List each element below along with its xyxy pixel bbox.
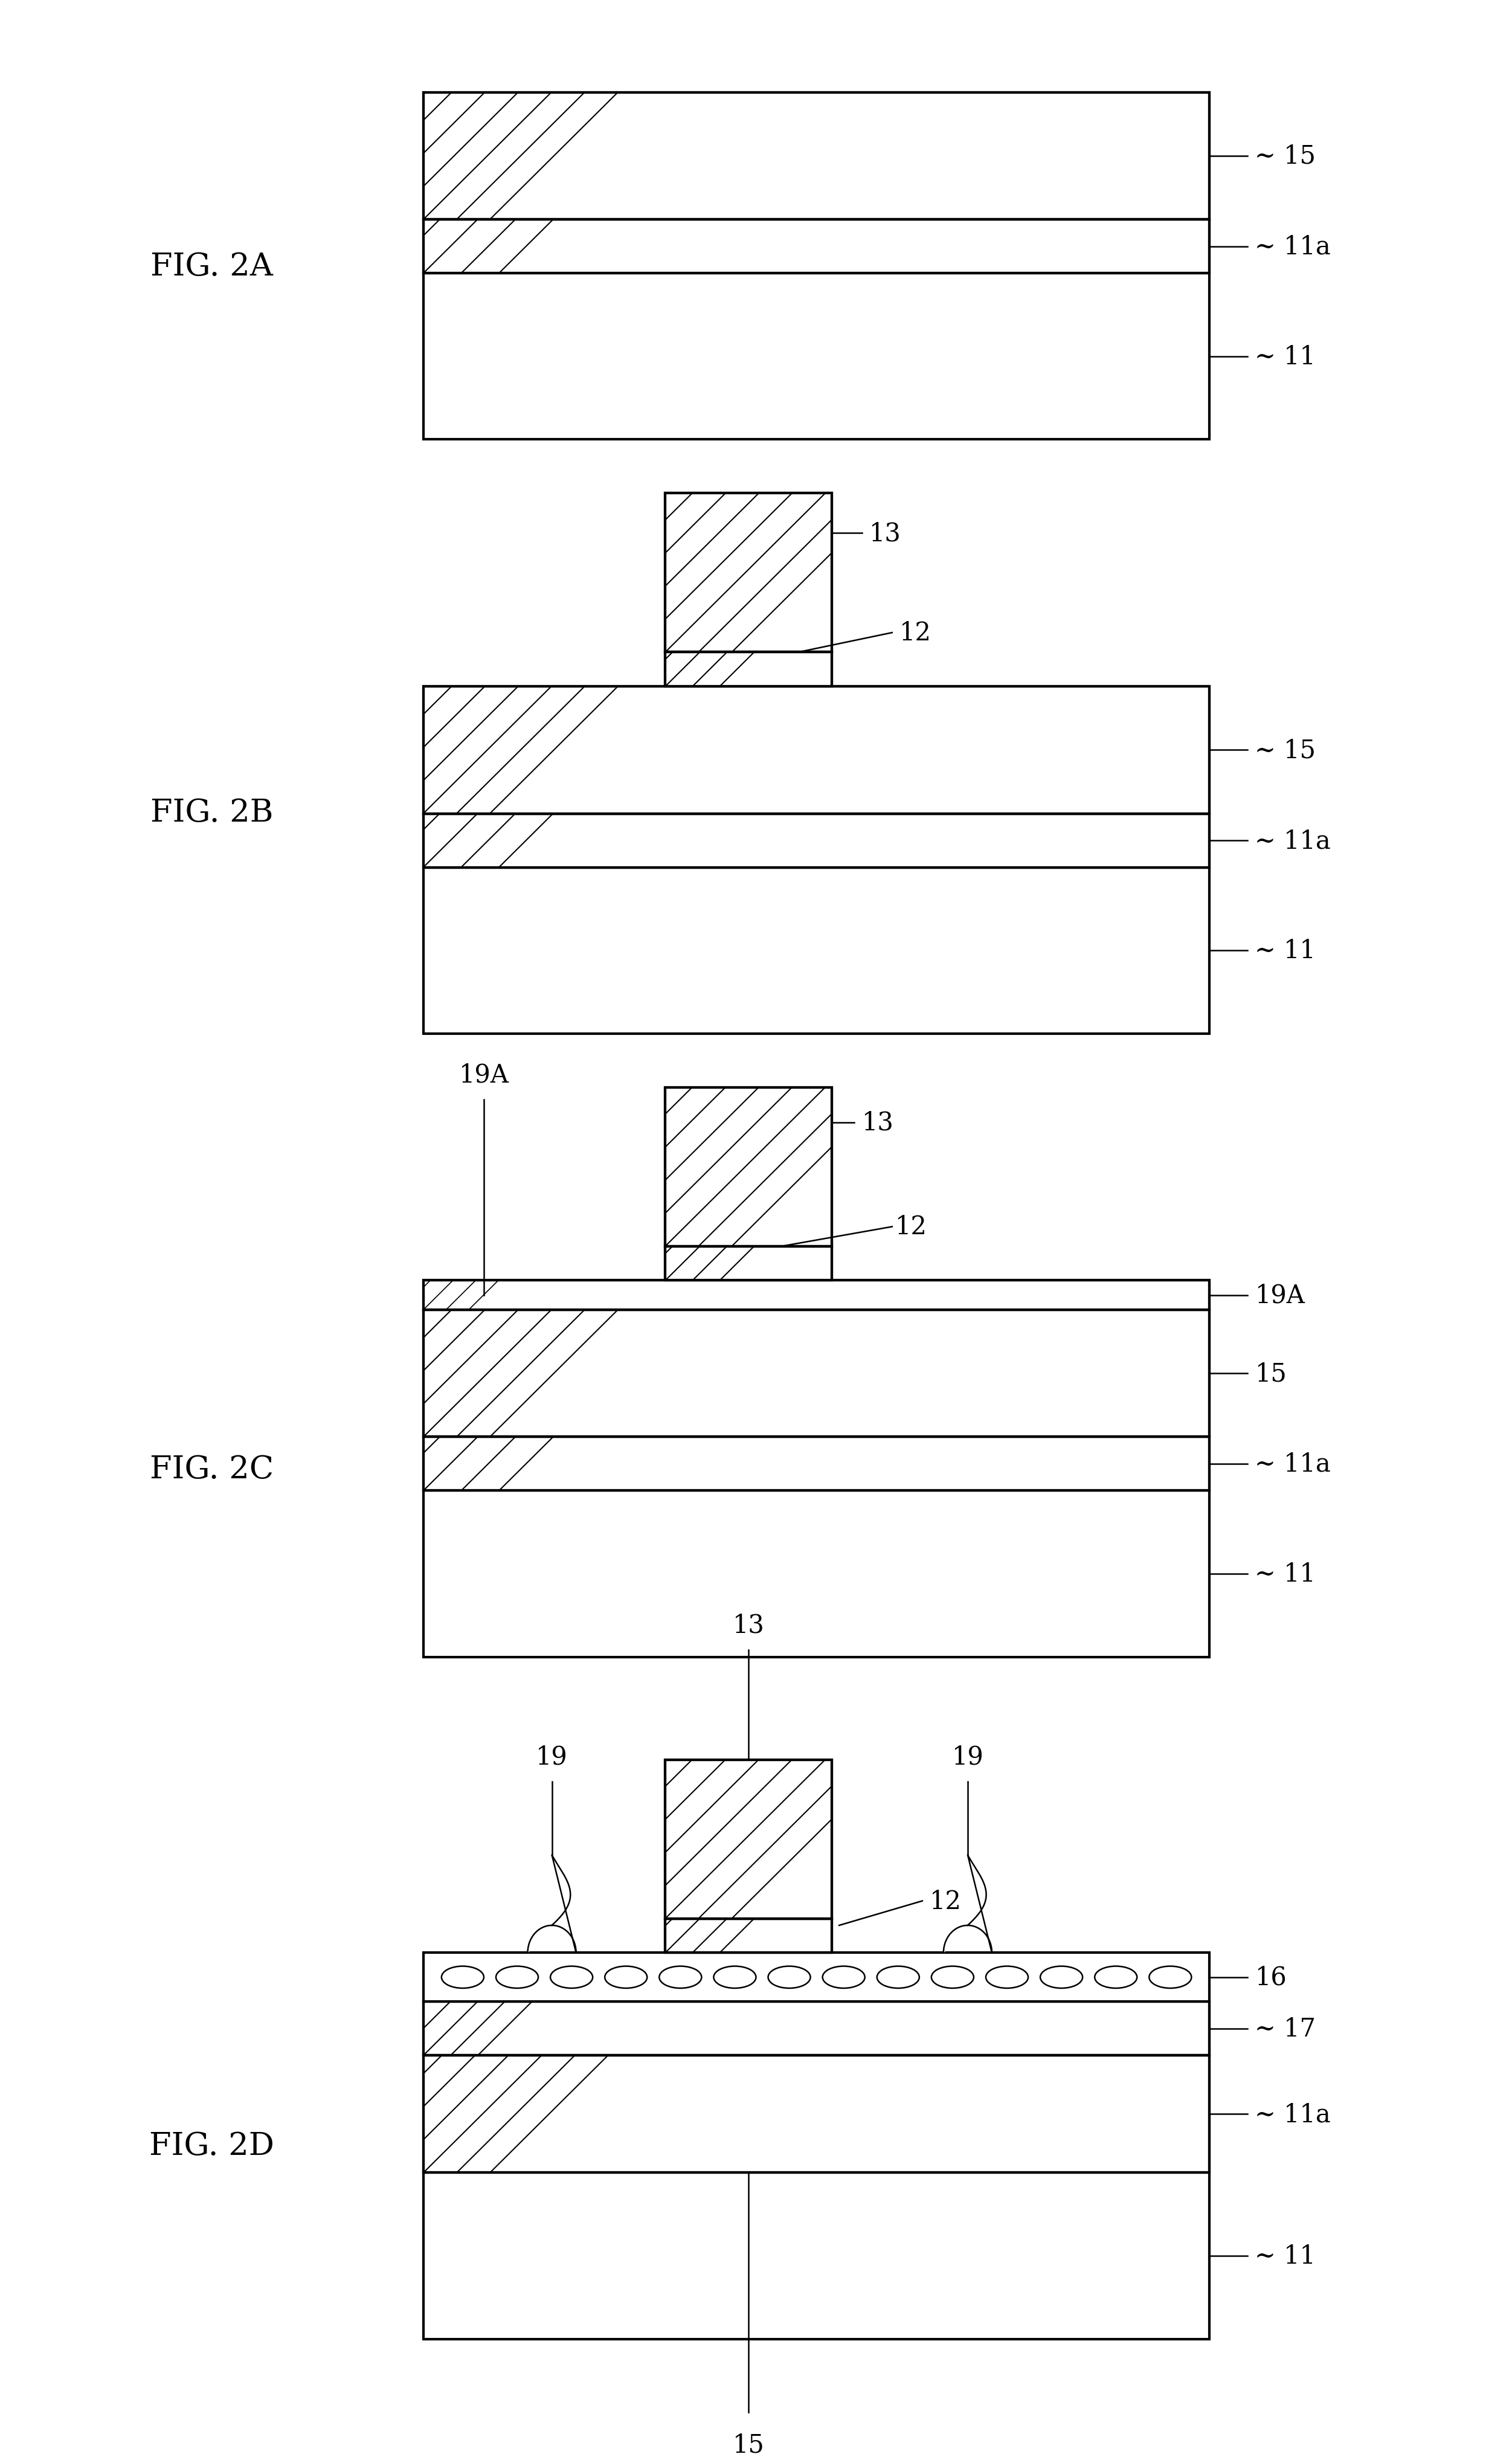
Bar [423, 93, 1210, 219]
Bar [665, 1087, 832, 1247]
Text: 12: 12 [930, 1889, 962, 1914]
Text: ~ 11a: ~ 11a [1255, 1451, 1331, 1476]
Ellipse shape [877, 1966, 919, 1988]
Bar [423, 2057, 1210, 2172]
Text: 12: 12 [895, 1215, 927, 1240]
Bar [423, 93, 1210, 219]
Text: 12: 12 [900, 620, 931, 645]
Bar [423, 1953, 1210, 2002]
Text: ~ 17: ~ 17 [1255, 2015, 1315, 2042]
Text: ~ 15: ~ 15 [1255, 143, 1315, 170]
Bar [423, 219, 1210, 273]
Text: 15: 15 [732, 2433, 765, 2458]
Bar [423, 1311, 1210, 1437]
Bar [423, 1437, 1210, 1491]
Text: 19: 19 [535, 1744, 569, 1769]
Text: ~ 11a: ~ 11a [1255, 829, 1331, 854]
Ellipse shape [714, 1966, 756, 1988]
Bar [423, 273, 1210, 440]
Bar [423, 686, 1210, 814]
Bar [423, 2057, 1210, 2172]
Bar [423, 686, 1210, 814]
Text: 19A: 19A [1255, 1282, 1305, 1309]
Polygon shape [528, 1855, 576, 1953]
Text: ~ 15: ~ 15 [1255, 738, 1315, 763]
Text: 16: 16 [1255, 1966, 1287, 1990]
Text: ~ 11: ~ 11 [1255, 344, 1315, 369]
Bar [665, 1919, 832, 1953]
Text: 13: 13 [732, 1611, 765, 1638]
Ellipse shape [496, 1966, 538, 1988]
Text: FIG. 2D: FIG. 2D [150, 2130, 274, 2162]
Bar [665, 1759, 832, 1919]
Bar [423, 868, 1210, 1033]
Bar [665, 1919, 832, 1953]
Bar [665, 1087, 832, 1247]
Ellipse shape [1095, 1966, 1137, 1988]
Text: 19A: 19A [458, 1063, 510, 1087]
Text: 13: 13 [869, 522, 901, 546]
Ellipse shape [550, 1966, 593, 1988]
Bar [423, 2002, 1210, 2057]
Ellipse shape [931, 1966, 974, 1988]
Bar [423, 219, 1210, 273]
Text: ~ 11a: ~ 11a [1255, 234, 1331, 261]
Text: FIG. 2A: FIG. 2A [150, 251, 274, 283]
Ellipse shape [659, 1966, 702, 1988]
Bar [665, 652, 832, 686]
Bar [423, 1282, 1210, 1311]
Bar [423, 1311, 1210, 1437]
Bar [665, 494, 832, 652]
Text: 15: 15 [1255, 1360, 1287, 1387]
Ellipse shape [823, 1966, 865, 1988]
Bar [423, 814, 1210, 868]
Text: ~ 11: ~ 11 [1255, 2244, 1315, 2268]
Bar [423, 1491, 1210, 1658]
Bar [665, 652, 832, 686]
Ellipse shape [986, 1966, 1028, 1988]
Bar [665, 1247, 832, 1282]
Text: ~ 11a: ~ 11a [1255, 2101, 1331, 2128]
Bar [423, 814, 1210, 868]
Text: FIG. 2C: FIG. 2C [150, 1454, 274, 1483]
Ellipse shape [768, 1966, 810, 1988]
Text: 19: 19 [951, 1744, 984, 1769]
Ellipse shape [1149, 1966, 1191, 1988]
Bar [665, 1247, 832, 1282]
Text: ~ 11: ~ 11 [1255, 1562, 1315, 1587]
Bar [423, 2172, 1210, 2339]
Bar [665, 494, 832, 652]
Text: ~ 11: ~ 11 [1255, 937, 1315, 964]
Text: 13: 13 [862, 1109, 894, 1134]
Bar [423, 1437, 1210, 1491]
Ellipse shape [1040, 1966, 1083, 1988]
Ellipse shape [605, 1966, 647, 1988]
Text: FIG. 2B: FIG. 2B [150, 797, 274, 829]
Bar [423, 1282, 1210, 1311]
Bar [423, 2002, 1210, 2057]
Polygon shape [943, 1855, 992, 1953]
Ellipse shape [442, 1966, 484, 1988]
Bar [665, 1759, 832, 1919]
